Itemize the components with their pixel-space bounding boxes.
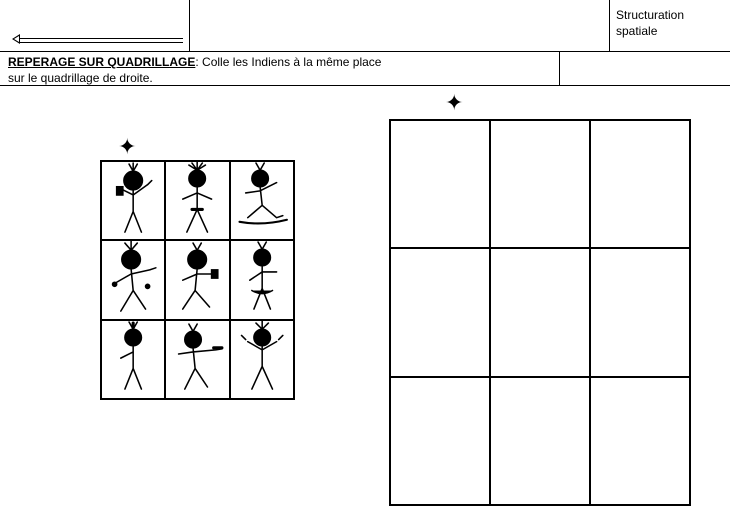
source-cell-3 <box>230 161 294 240</box>
source-grid <box>100 160 295 400</box>
target-cell-9 <box>589 376 691 506</box>
header-middle-box <box>190 0 610 52</box>
source-cell-1 <box>101 161 165 240</box>
source-cell-8 <box>165 320 229 399</box>
target-cell-5 <box>489 247 591 377</box>
header-category-box: Structuration spatiale <box>610 0 730 52</box>
source-cell-2 <box>165 161 229 240</box>
instruction-text2: sur le quadrillage de droite. <box>8 71 153 85</box>
star-icon-right: ✦ <box>445 92 463 114</box>
source-cell-6 <box>230 240 294 319</box>
arrow-lines <box>20 38 183 44</box>
target-cell-3 <box>589 119 691 249</box>
target-cell-1 <box>389 119 491 249</box>
instruction-row: REPERAGE SUR QUADRILLAGE: Colle les Indi… <box>0 52 730 86</box>
category-line1: Structuration <box>616 8 724 24</box>
source-cell-7 <box>101 320 165 399</box>
target-cell-2 <box>489 119 591 249</box>
header-name-box <box>0 0 190 52</box>
star-icon-left: ✦ <box>118 136 136 158</box>
target-cell-4 <box>389 247 491 377</box>
instruction-text1: Colle les Indiens à la même place <box>202 55 381 69</box>
target-cell-6 <box>589 247 691 377</box>
worksheet-header: Structuration spatiale <box>0 0 730 52</box>
target-cell-7 <box>389 376 491 506</box>
source-cell-4 <box>101 240 165 319</box>
instruction-box: REPERAGE SUR QUADRILLAGE: Colle les Indi… <box>0 52 560 86</box>
instruction-right-box <box>560 52 730 86</box>
category-line2: spatiale <box>616 24 724 40</box>
source-cell-5 <box>165 240 229 319</box>
instruction-title: REPERAGE SUR QUADRILLAGE <box>8 55 195 69</box>
arrow-icon-inner <box>14 36 19 42</box>
source-cell-9 <box>230 320 294 399</box>
target-grid <box>390 120 690 505</box>
target-cell-8 <box>489 376 591 506</box>
